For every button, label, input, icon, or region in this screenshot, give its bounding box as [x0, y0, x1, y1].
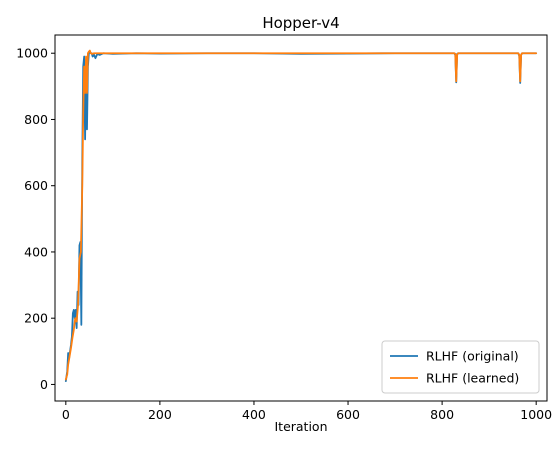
y-tick-label: 600: [24, 178, 48, 193]
plot-frame: [54, 34, 548, 402]
y-tick-label: 200: [24, 311, 48, 326]
x-tick-label: 0: [62, 407, 70, 422]
y-tick-label: 800: [24, 112, 48, 127]
y-tick-label: 0: [40, 377, 48, 392]
x-tick-label: 1000: [520, 407, 552, 422]
x-axis: 0 200 400 600 800 1000: [62, 401, 552, 422]
series-line-1: [64, 50, 538, 383]
series-line-2: [64, 49, 538, 381]
legend-box: [381, 340, 540, 394]
y-axis: 0 200 400 600 800 1000: [16, 46, 55, 392]
x-tick-label: 400: [242, 407, 266, 422]
x-tick-label: 800: [430, 407, 454, 422]
x-axis-label: Iteration: [274, 419, 327, 434]
y-tick-label: 1000: [16, 46, 48, 61]
x-tick-label: 200: [148, 407, 172, 422]
legend-label-2: RLHF (learned): [426, 371, 519, 386]
y-tick-label: 400: [24, 244, 48, 259]
legend-label-1: RLHF (original): [426, 349, 519, 364]
x-tick-label: 600: [336, 407, 360, 422]
chart-title: Hopper-v4: [262, 14, 339, 32]
series-group: [64, 49, 538, 383]
legend: RLHF (original) RLHF (learned): [381, 340, 540, 394]
